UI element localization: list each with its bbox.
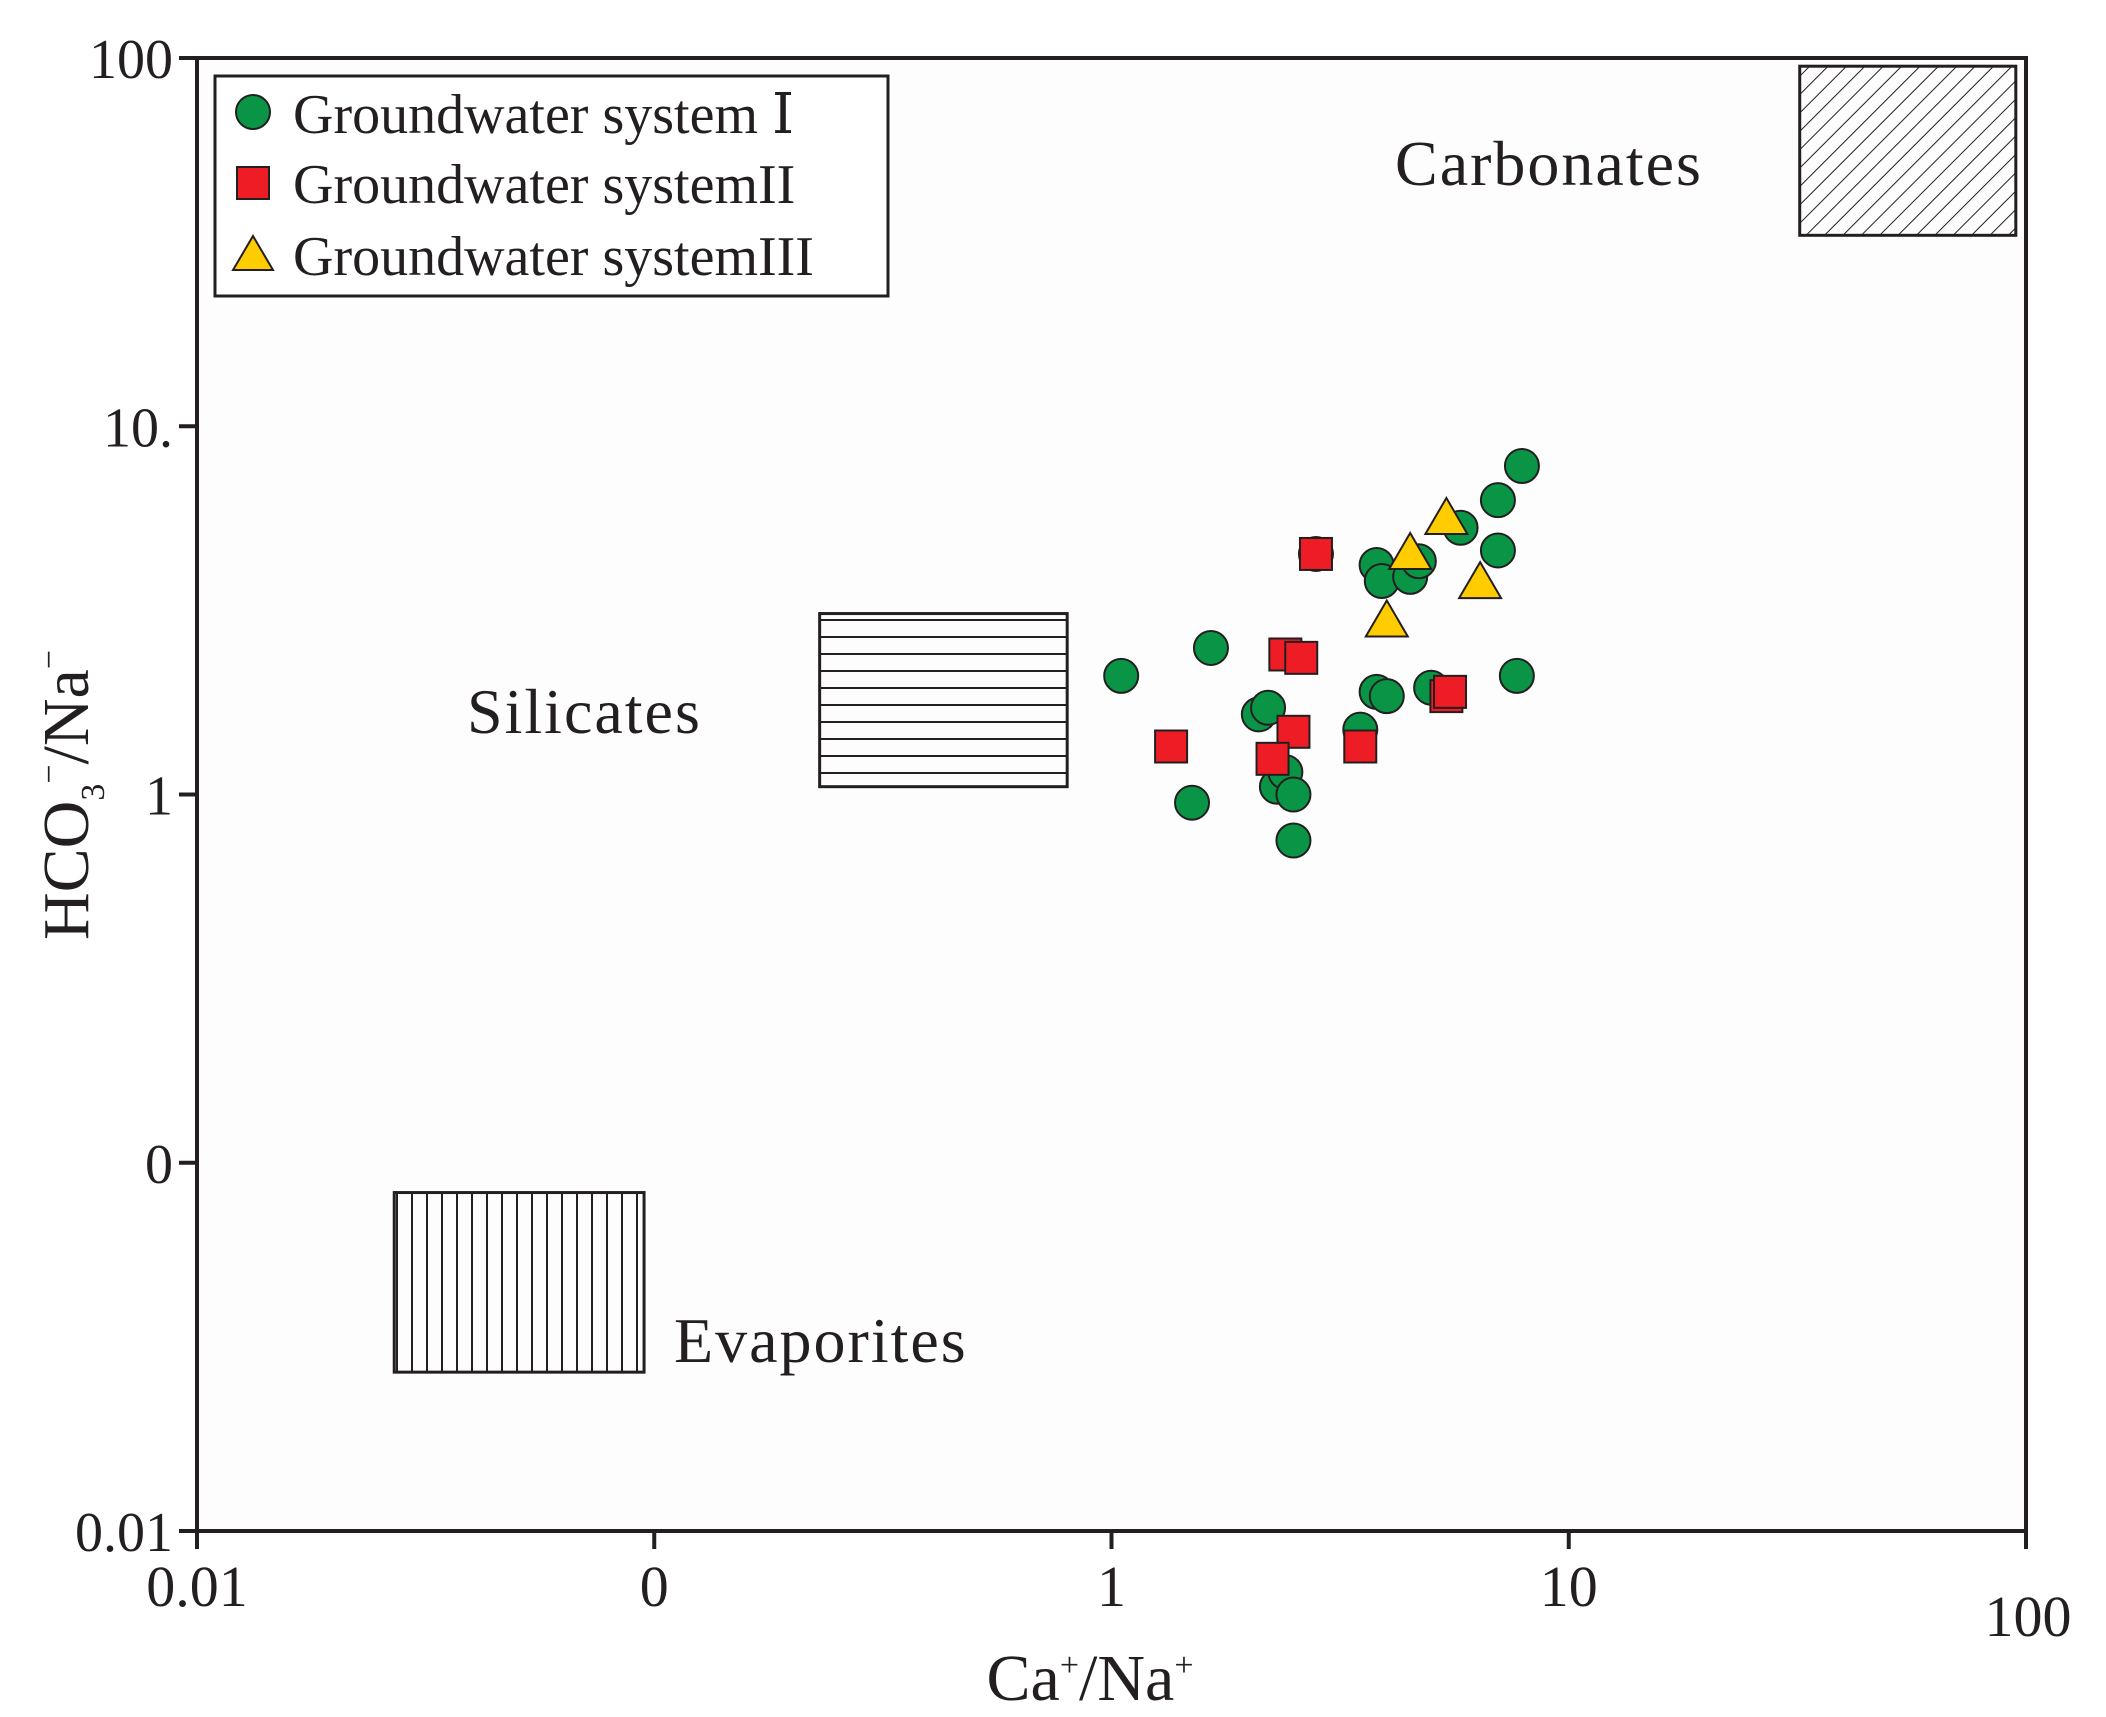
point-system-1 xyxy=(1503,447,1540,484)
x-tick-label: 10 xyxy=(1540,1554,1598,1619)
legend-box xyxy=(213,74,890,298)
region-evaporites-box xyxy=(392,1191,646,1374)
data-points xyxy=(1103,447,1540,859)
point-system-3 xyxy=(1364,598,1410,638)
legend: Groundwater system Ⅰ Groundwater systemI… xyxy=(213,74,890,298)
region-silicates-box xyxy=(818,612,1069,789)
y-tick-label: 0.01 xyxy=(75,1502,173,1564)
point-system-1 xyxy=(1498,657,1535,694)
point-system-2 xyxy=(1298,536,1333,571)
y-tick-label: 100 xyxy=(89,29,173,91)
point-system-1 xyxy=(1479,532,1516,569)
point-system-2 xyxy=(1154,729,1189,764)
point-system-3 xyxy=(1423,495,1470,535)
legend-marker-square xyxy=(236,166,270,200)
y-tick-label: 1 xyxy=(145,766,173,828)
x-tick-label: 0 xyxy=(640,1554,669,1619)
x-tick-label: 100 xyxy=(1985,1584,2072,1649)
x-tick-label: 1 xyxy=(1097,1554,1126,1619)
region-layer xyxy=(392,64,2018,1374)
y-tick-label: 10. xyxy=(103,397,173,459)
legend-marker-triangle xyxy=(231,234,275,271)
point-system-3 xyxy=(1457,560,1503,600)
legend-marker-circle xyxy=(235,94,271,130)
point-system-2 xyxy=(1343,729,1378,764)
region-label-carbonates: Carbonates xyxy=(1395,128,1703,199)
region-label-silicates: Silicates xyxy=(467,676,702,747)
y-tick-label: 0 xyxy=(145,1134,173,1196)
point-system-1 xyxy=(1275,776,1312,813)
point-system-1 xyxy=(1368,678,1405,715)
x-axis-label: Ca+/Na+ xyxy=(986,1642,1193,1715)
axis-ticks: 0.01 0 1 10 100 0.01 0 1 10. 100 xyxy=(75,29,2072,1649)
x-tick-label: 0.01 xyxy=(146,1554,248,1619)
y-axis-label: HCO3−/Na− xyxy=(30,650,112,940)
region-carbonates-box xyxy=(1798,64,2018,237)
point-system-2 xyxy=(1255,741,1290,776)
point-system-1 xyxy=(1479,482,1516,519)
legend-label-system-3: Groundwater systemIII xyxy=(293,226,814,288)
point-system-2 xyxy=(1433,674,1468,709)
point-system-1 xyxy=(1103,657,1140,694)
point-system-1 xyxy=(1192,629,1229,666)
point-system-3 xyxy=(1387,530,1433,570)
point-system-1 xyxy=(1174,784,1211,821)
legend-label-system-2: Groundwater systemII xyxy=(293,154,795,216)
region-label-evaporites: Evaporites xyxy=(674,1305,968,1376)
point-system-1 xyxy=(1275,822,1312,859)
point-system-2 xyxy=(1284,640,1319,675)
legend-label-system-1: Groundwater system Ⅰ xyxy=(293,84,794,146)
